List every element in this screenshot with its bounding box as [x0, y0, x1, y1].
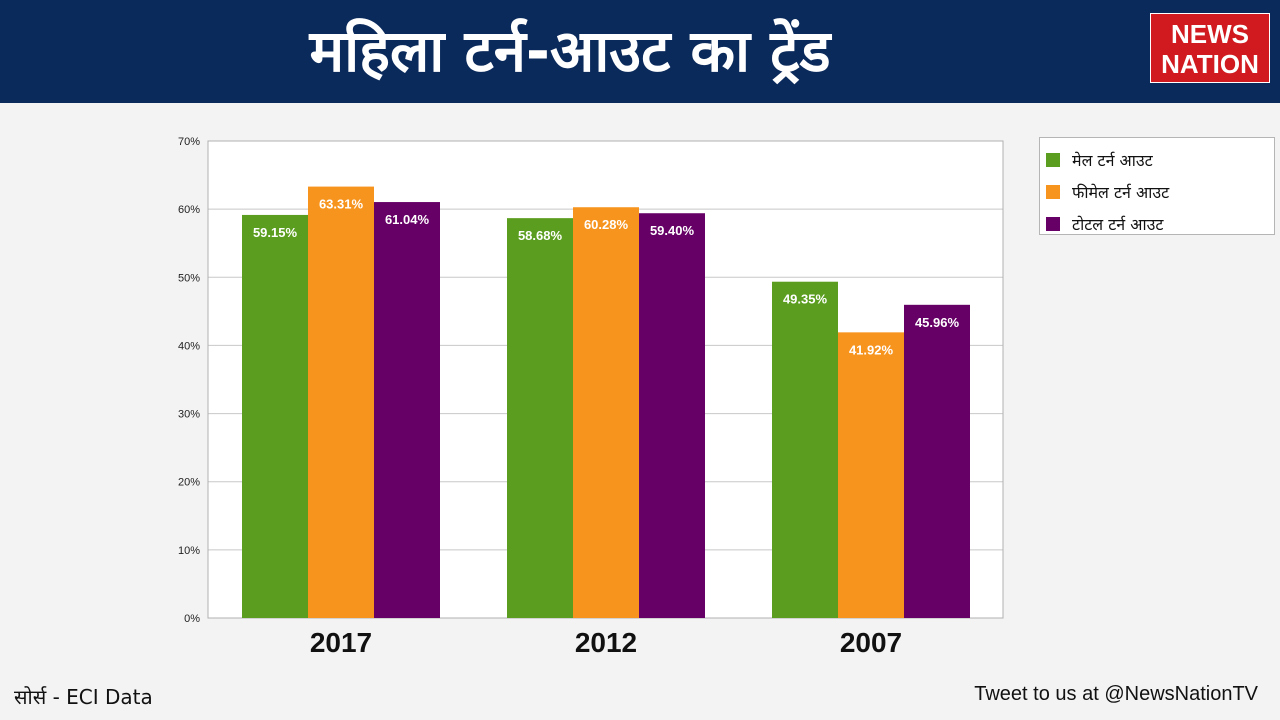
- y-tick-label: 50%: [178, 272, 200, 284]
- legend-label: फीमेल टर्न आउट: [1072, 183, 1170, 202]
- logo-line-nation: NATION: [1161, 49, 1259, 79]
- data-label: 41.92%: [849, 342, 894, 357]
- data-label: 63.31%: [319, 197, 364, 212]
- page-title: महिला टर्न-आउट का ट्रेंड: [309, 17, 831, 85]
- legend-swatch: [1046, 153, 1060, 167]
- y-tick-label: 60%: [178, 204, 200, 216]
- legend-swatch: [1046, 185, 1060, 199]
- tweet-handle: Tweet to us at @NewsNationTV: [974, 683, 1258, 705]
- logo-line-news: NEWS: [1171, 19, 1249, 49]
- legend-item: टोटल टर्न आउट: [1040, 208, 1274, 240]
- bar-2017-series-0: [242, 214, 308, 618]
- legend-label: टोटल टर्न आउट: [1072, 215, 1164, 234]
- bar-2012-series-1: [573, 207, 639, 618]
- data-label: 59.40%: [650, 223, 695, 238]
- y-tick-label: 20%: [178, 477, 200, 489]
- turnout-bar-chart: 0% 10% 20% 30% 40% 50% 60% 70% 59.15% 63.31% 61.04…: [178, 136, 1004, 658]
- chart-legend: मेल टर्न आउट फीमेल टर्न आउट टोटल टर्न आउट: [1039, 137, 1275, 235]
- data-label: 58.68%: [518, 228, 563, 243]
- y-tick-label: 40%: [178, 340, 200, 352]
- x-tick-label: 2007: [840, 627, 902, 658]
- legend-item: फीमेल टर्न आउट: [1040, 176, 1274, 208]
- data-label: 60.28%: [584, 217, 629, 232]
- bar-2017-series-1: [308, 186, 374, 618]
- bar-2012-series-0: [507, 218, 573, 619]
- x-tick-label: 2017: [310, 627, 372, 658]
- data-label: 45.96%: [915, 315, 960, 330]
- data-label: 61.04%: [385, 212, 430, 227]
- y-tick-label: 10%: [178, 545, 200, 557]
- bar-2012-series-2: [639, 213, 705, 618]
- legend-swatch: [1046, 217, 1060, 231]
- news-nation-logo: NEWS NATION: [1150, 13, 1270, 83]
- y-tick-label: 70%: [178, 136, 200, 148]
- bar-2007-series-0: [772, 281, 838, 618]
- bar-2007-series-2: [904, 304, 970, 618]
- x-tick-label: 2012: [575, 627, 637, 658]
- data-label: 49.35%: [783, 292, 828, 307]
- bar-2017-series-2: [374, 202, 440, 618]
- data-label: 59.15%: [253, 225, 298, 240]
- legend-item: मेल टर्न आउट: [1040, 144, 1274, 176]
- source-credit: सोर्स - ECI Data: [14, 685, 153, 709]
- header-bar: महिला टर्न-आउट का ट्रेंड NEWS NATION: [0, 0, 1280, 103]
- legend-label: मेल टर्न आउट: [1072, 151, 1153, 170]
- bar-2007-series-1: [838, 332, 904, 618]
- y-tick-label: 30%: [178, 409, 200, 421]
- y-tick-label: 0%: [184, 613, 200, 625]
